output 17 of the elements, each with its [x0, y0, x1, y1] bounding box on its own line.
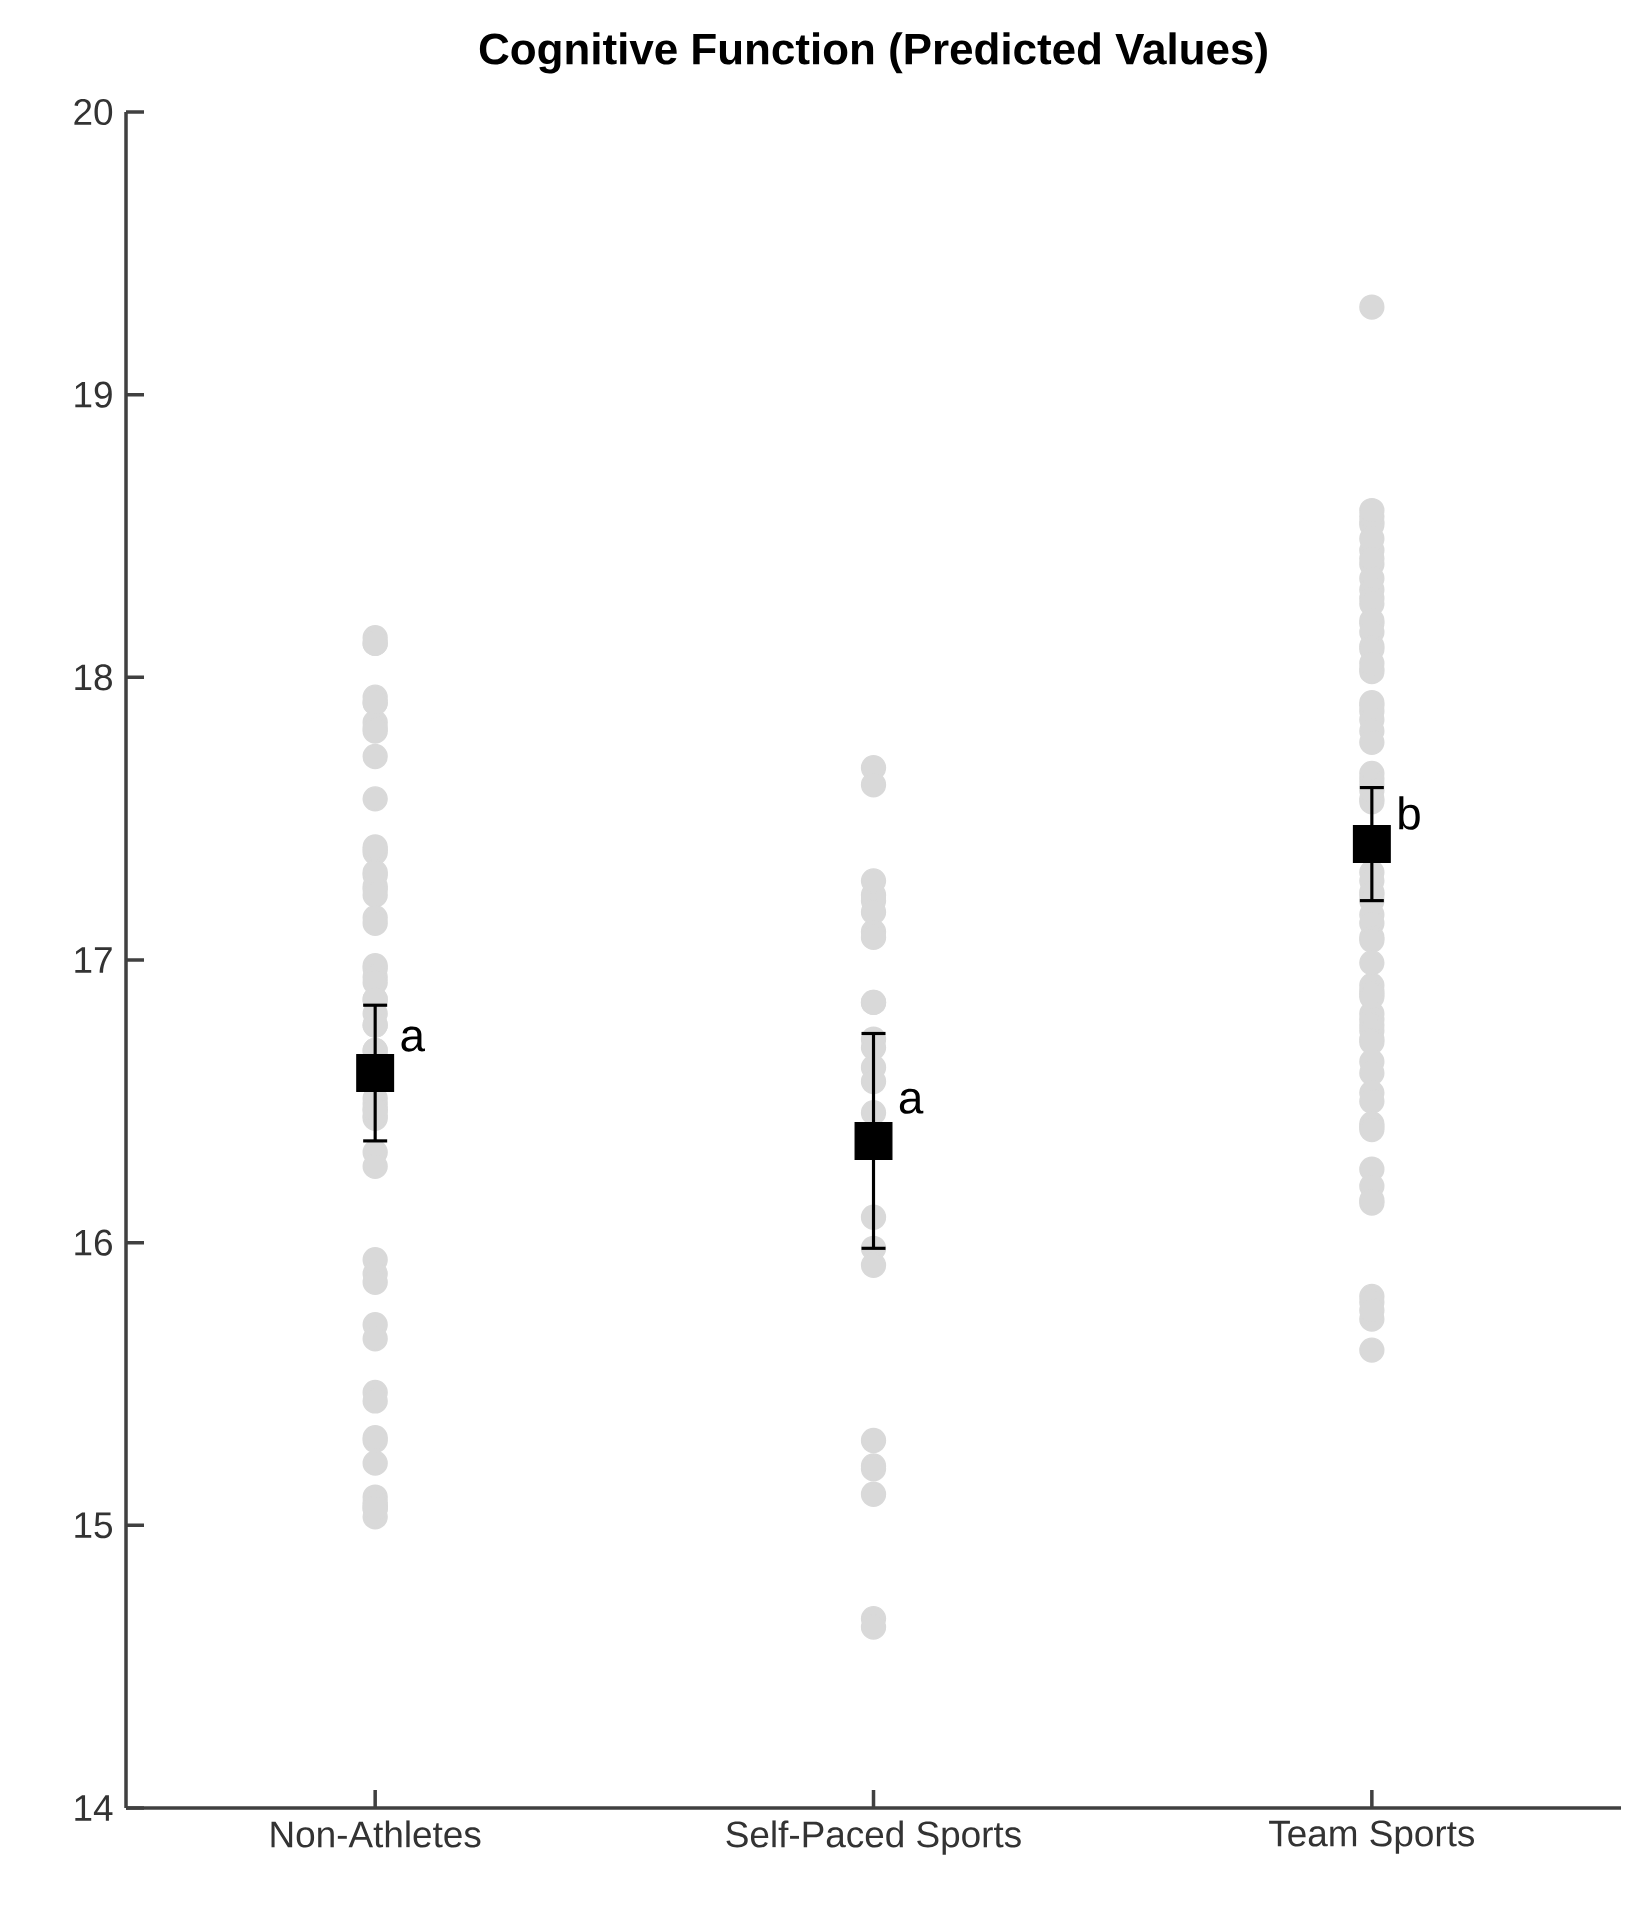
y-tick-label: 14 — [75, 1795, 113, 1821]
y-tick-label: 19 — [75, 381, 112, 408]
annotation: a — [899, 1088, 924, 1114]
chart-title: Cognitive Function (Predicted Values) — [479, 32, 1267, 74]
x-tick-label: Self-Paced Sports — [726, 1820, 1021, 1855]
y-tick-label: 16 — [75, 1229, 112, 1256]
point — [1352, 825, 1391, 864]
point — [356, 1054, 395, 1093]
y-tick-label: 20 — [74, 98, 113, 126]
y-tick-label: 18 — [75, 664, 112, 691]
annotation: a — [401, 1026, 425, 1052]
point — [854, 1121, 893, 1160]
y-tick-label: 15 — [75, 1512, 113, 1539]
y-tick-label: 17 — [75, 947, 112, 973]
x-tick-label: Non-Athletes — [271, 1820, 481, 1848]
annotation: b — [1399, 796, 1420, 830]
x-tick-label: Team Sports — [1269, 1820, 1475, 1854]
